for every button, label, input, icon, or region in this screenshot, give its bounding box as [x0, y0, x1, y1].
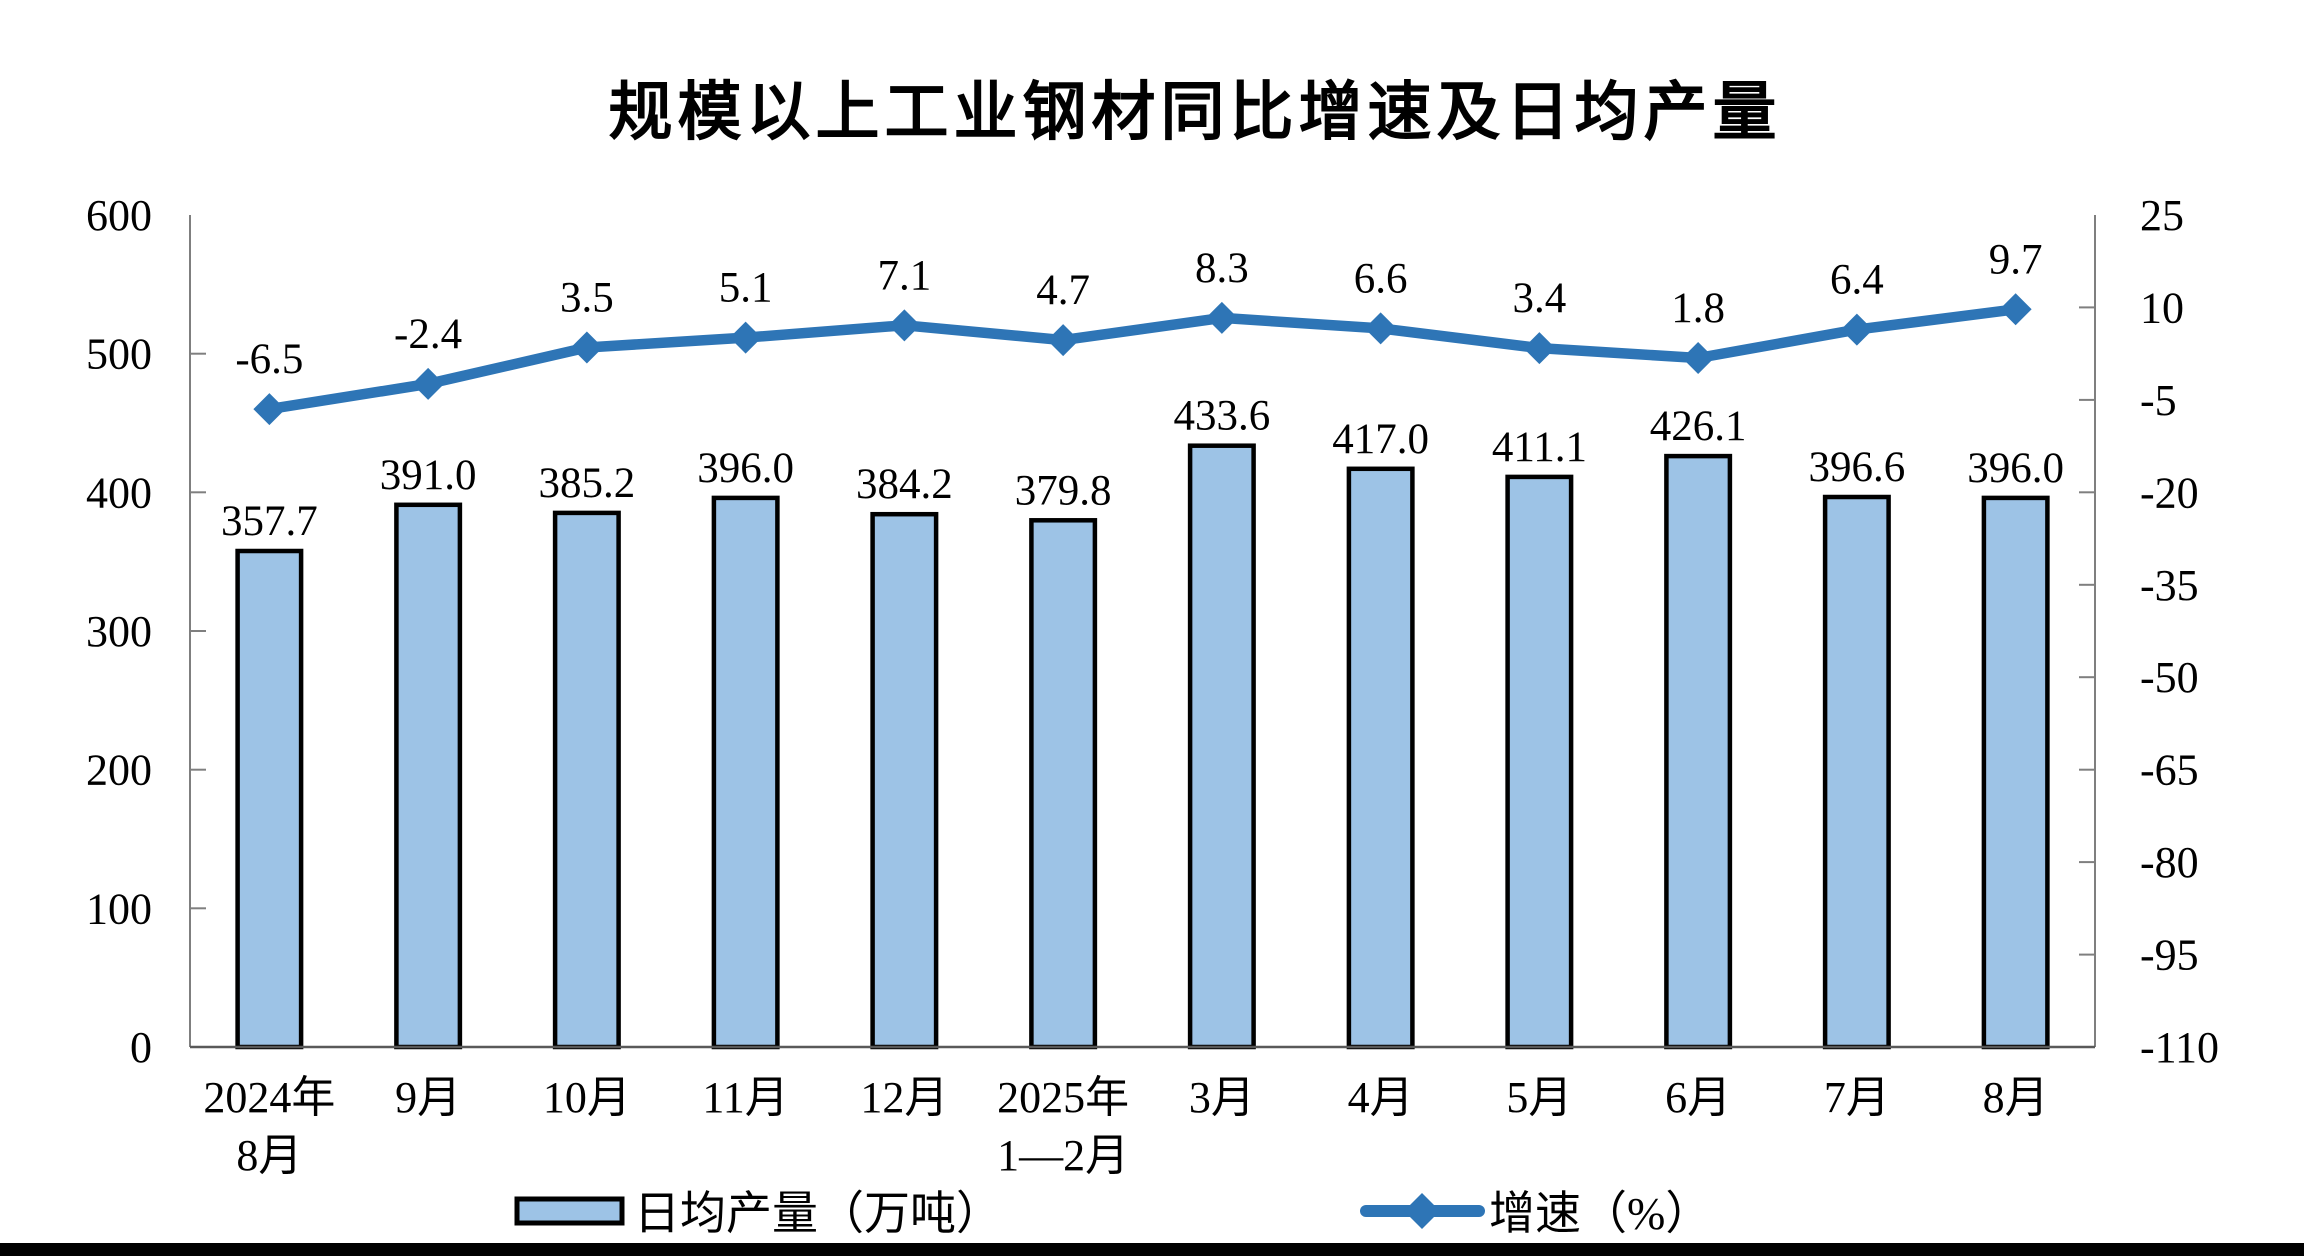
chart-title: 规模以上工业钢材同比增速及日均产量: [609, 76, 1782, 148]
line-marker-10: [1840, 313, 1873, 346]
line-value-label-3: 5.1: [719, 265, 773, 312]
line-marker-8: [1523, 332, 1556, 365]
category-label-5: 2025年: [997, 1073, 1129, 1122]
bar-3: [711, 495, 780, 1050]
left-axis-label-600: 600: [86, 191, 152, 240]
line-marker-0: [253, 393, 286, 426]
line-marker-11: [1999, 293, 2032, 326]
line-marker-2: [570, 331, 603, 364]
line-value-label-0: -6.5: [235, 336, 303, 383]
left-axis-label-0: 0: [130, 1023, 152, 1072]
bar-value-label-10: 396.6: [1809, 444, 1906, 491]
line-value-label-6: 8.3: [1195, 245, 1249, 292]
bar-7: [1346, 466, 1415, 1050]
bar-series: [235, 443, 2050, 1050]
bar-value-label-1: 391.0: [380, 452, 477, 499]
bar-5: [1029, 518, 1098, 1050]
left-axis-label-500: 500: [86, 330, 152, 379]
category-label-8: 5月: [1506, 1073, 1572, 1122]
category-label-0-line2: 8月: [236, 1131, 302, 1180]
bar-value-labels: 357.7 391.0 385.2 396.0 384.2 379.8 433.6 417.0…: [221, 393, 2064, 545]
right-axis-label--95: -95: [2140, 931, 2199, 980]
bar-value-label-3: 396.0: [697, 445, 794, 492]
line-series: [253, 293, 2032, 426]
line-marker-1: [412, 367, 445, 400]
legend-bar-label: 日均产量（万吨）: [634, 1188, 1002, 1239]
bar-value-label-7: 417.0: [1332, 416, 1429, 463]
left-axis-label-300: 300: [86, 607, 152, 656]
right-axis-label-25: 25: [2140, 191, 2184, 240]
category-label-3: 11月: [702, 1073, 788, 1122]
right-axis-label--5: -5: [2140, 376, 2177, 425]
line-value-label-10: 6.4: [1830, 257, 1884, 304]
bar-4: [870, 511, 939, 1050]
line-value-label-7: 6.6: [1354, 255, 1408, 302]
right-axis-label--20: -20: [2140, 468, 2199, 517]
bar-11: [1981, 495, 2050, 1050]
category-label-9: 6月: [1665, 1073, 1731, 1122]
right-axis-label--65: -65: [2140, 746, 2199, 795]
category-label-11: 8月: [1983, 1073, 2049, 1122]
bar-0: [235, 548, 304, 1050]
legend: 日均产量（万吨） 增速（%）: [514, 1188, 1711, 1239]
bar-value-label-5: 379.8: [1015, 467, 1112, 514]
bar-value-label-0: 357.7: [221, 498, 318, 545]
category-label-1: 9月: [395, 1073, 461, 1122]
line-value-label-11: 9.7: [1989, 236, 2043, 283]
bar-10: [1822, 494, 1891, 1050]
category-label-4: 12月: [860, 1073, 948, 1122]
right-axis-label--110: -110: [2140, 1023, 2219, 1072]
bar-8: [1505, 474, 1574, 1050]
category-label-2: 10月: [543, 1073, 631, 1122]
line-marker-6: [1205, 301, 1238, 334]
line-value-label-4: 7.1: [878, 252, 932, 299]
line-marker-4: [888, 309, 921, 342]
left-axis-ticks: 600 500 400 300 200 100 0: [86, 191, 206, 1072]
left-axis-label-100: 100: [86, 884, 152, 933]
line-value-label-5: 4.7: [1036, 267, 1090, 314]
bar-1: [394, 502, 463, 1050]
right-axis-label--80: -80: [2140, 838, 2199, 887]
bar-9: [1664, 453, 1733, 1050]
right-axis-label--50: -50: [2140, 653, 2199, 702]
line-value-label-2: 3.5: [560, 275, 614, 322]
bar-value-label-11: 396.0: [1967, 445, 2064, 492]
category-label-10: 7月: [1824, 1073, 1890, 1122]
legend-diamond-marker-icon: [1404, 1193, 1440, 1229]
bar-value-label-8: 411.1: [1492, 424, 1587, 471]
category-label-5-line2: 1—2月: [997, 1131, 1129, 1180]
category-axis-labels: 2024年 8月 9月 10月 11月 12月 2025年 1—2月 3月 4月 5月 6月 7月 8月: [203, 1073, 2048, 1180]
bar-2: [552, 510, 621, 1050]
growth-line: [264, 304, 2021, 415]
line-value-labels: -6.5 -2.4 3.5 5.1 7.1 4.7 8.3 6.6 3.4 1.8 6.4 9.7: [235, 236, 2042, 383]
line-marker-9: [1682, 341, 1715, 374]
line-value-label-1: -2.4: [394, 311, 462, 358]
right-axis-label-10: 10: [2140, 283, 2184, 332]
line-marker-7: [1364, 312, 1397, 345]
left-axis-label-400: 400: [86, 468, 152, 517]
category-label-0: 2024年: [203, 1073, 335, 1122]
right-axis-ticks: 25 10 -5 -20 -35 -50 -65 -80 -95 -110: [2079, 191, 2219, 1072]
left-axis-label-200: 200: [86, 746, 152, 795]
line-marker-3: [729, 321, 762, 354]
line-marker-5: [1047, 324, 1080, 357]
bar-value-label-6: 433.6: [1174, 393, 1271, 440]
bar-value-label-4: 384.2: [856, 461, 953, 508]
legend-bar-swatch-icon: [514, 1196, 625, 1226]
bar-6: [1187, 443, 1256, 1050]
category-label-6: 3月: [1189, 1073, 1255, 1122]
line-value-label-8: 3.4: [1513, 275, 1567, 322]
legend-line-label: 增速（%）: [1489, 1188, 1711, 1239]
right-axis-label--35: -35: [2140, 561, 2199, 610]
bar-value-label-9: 426.1: [1650, 403, 1747, 450]
bar-value-label-2: 385.2: [539, 460, 636, 507]
bottom-border-strip: [0, 1243, 2304, 1256]
line-value-label-9: 1.8: [1671, 285, 1725, 332]
category-label-7: 4月: [1348, 1073, 1414, 1122]
